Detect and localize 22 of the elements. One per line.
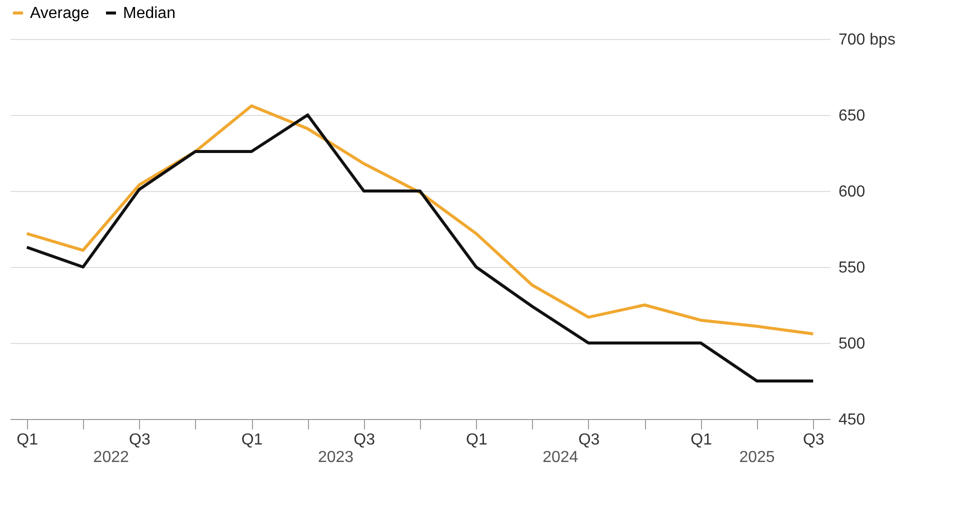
x-tick-label: Q3 xyxy=(578,432,600,448)
x-tick-label: Q3 xyxy=(354,432,376,448)
y-tick-label: 650 xyxy=(838,108,866,124)
y-tick-label: 450 xyxy=(838,412,866,428)
x-tick-label: Q1 xyxy=(690,432,712,448)
x-tick-label: Q1 xyxy=(466,432,488,448)
line-series xyxy=(25,114,815,382)
text: 2024 xyxy=(542,449,578,466)
text: 2025 xyxy=(739,449,775,466)
x-tick-label: Q1 xyxy=(241,432,263,448)
line-series xyxy=(25,104,815,336)
legend-label: Median xyxy=(123,5,176,22)
y-tick-label: 500 xyxy=(838,336,866,352)
x-tick-label: Q3 xyxy=(129,432,150,448)
x-tick-label: Q3 xyxy=(802,432,824,448)
y-tick-label: 700 bps xyxy=(838,32,896,48)
text: 2022 xyxy=(93,449,129,466)
y-tick-label: 600 xyxy=(838,184,866,200)
y-tick-label: 550 xyxy=(838,260,866,276)
text: 2023 xyxy=(318,449,354,466)
x-tick-label: Q1 xyxy=(16,432,38,448)
legend-label: Average xyxy=(30,5,90,22)
